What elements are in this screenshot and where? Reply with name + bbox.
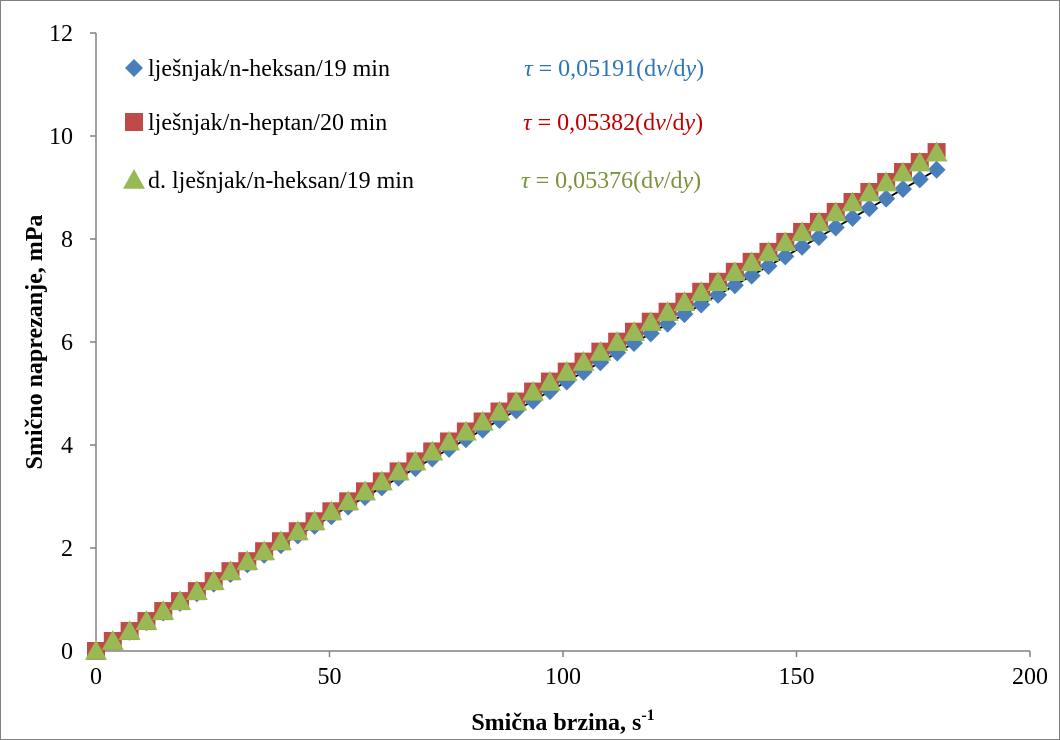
y-tick-label: 8 <box>61 227 73 253</box>
data-point <box>152 600 175 620</box>
data-point <box>404 450 427 471</box>
plot-area: 0 50 100 150 200 0 2 4 6 8 10 12 <box>49 21 1048 690</box>
x-tick-label: 50 <box>318 664 342 690</box>
trendline-equation: τ = 0,05191(dv/dy) <box>524 56 704 82</box>
x-axis-title: Smična brzina, s-1 <box>471 707 654 736</box>
data-point <box>471 410 494 431</box>
data-point <box>253 540 276 561</box>
data-point <box>219 560 242 581</box>
data-point <box>858 181 881 202</box>
data-point <box>875 171 898 192</box>
data-point <box>925 141 948 162</box>
data-point <box>841 191 864 212</box>
data-point <box>776 247 795 266</box>
data-point <box>320 500 343 521</box>
data-point <box>438 430 461 451</box>
data-point <box>807 211 830 232</box>
data-point <box>118 620 141 640</box>
data-point <box>908 151 931 172</box>
data-point <box>169 590 192 610</box>
legend-marker <box>125 113 143 131</box>
data-point <box>85 640 107 660</box>
data-point <box>893 180 912 199</box>
data-point <box>742 266 761 285</box>
data-point <box>572 350 595 371</box>
data-point <box>454 420 477 441</box>
data-point <box>793 237 812 256</box>
data-point <box>387 460 410 481</box>
data-point <box>860 199 879 218</box>
data-point <box>673 291 696 311</box>
data-point <box>639 311 662 331</box>
y-tick-label: 10 <box>49 124 73 150</box>
data-point <box>690 281 713 301</box>
data-point <box>826 218 845 237</box>
axis-ticks: 0 50 100 150 200 0 2 4 6 8 10 12 <box>49 21 1048 690</box>
y-axis-title: Smično naprezanje, mPa <box>22 215 48 470</box>
y-tick-label: 12 <box>49 21 73 47</box>
data-point <box>522 380 545 401</box>
legend-marker <box>123 169 145 189</box>
data-point <box>791 221 814 242</box>
data-point <box>759 257 778 276</box>
data-point <box>353 480 376 501</box>
trendline-equation: τ = 0,05376(dv/dy) <box>521 168 701 194</box>
data-point <box>185 580 208 600</box>
data-point <box>589 340 612 361</box>
data-point <box>757 241 780 262</box>
x-tick-label: 0 <box>90 664 102 690</box>
legend-marker <box>125 59 143 77</box>
data-point <box>809 228 828 247</box>
x-tick-label: 150 <box>779 664 815 690</box>
y-tick-label: 0 <box>61 639 73 665</box>
data-point <box>843 208 862 227</box>
data-point <box>910 170 929 189</box>
data-point <box>606 331 629 351</box>
data-point <box>370 470 393 491</box>
data-point <box>421 440 444 461</box>
data-point <box>707 271 730 292</box>
data-point <box>927 160 946 179</box>
series-markers <box>85 141 948 660</box>
data-point <box>656 301 679 321</box>
legend-label: d. lješnjak/n-heksan/19 min <box>148 168 414 194</box>
data-point <box>538 370 561 391</box>
data-point <box>774 231 797 252</box>
x-tick-label: 100 <box>545 664 581 690</box>
data-point <box>622 321 645 341</box>
data-point <box>555 360 578 381</box>
trendline-equation: τ = 0,05382(dv/dy) <box>523 110 703 136</box>
y-tick-label: 4 <box>61 433 73 459</box>
data-point <box>877 189 896 208</box>
data-point <box>135 610 158 630</box>
y-tick-label: 6 <box>61 330 73 356</box>
x-tick-label: 200 <box>1012 664 1048 690</box>
y-tick-label: 2 <box>61 536 73 562</box>
data-point <box>723 261 746 282</box>
data-point <box>505 390 528 411</box>
data-point <box>236 550 259 571</box>
data-point <box>740 251 763 272</box>
legend: lješnjak/n-heksan/19 min τ = 0,05191(dv/d… <box>123 56 704 194</box>
legend-label: lješnjak/n-heptan/20 min <box>148 110 387 136</box>
data-point <box>269 530 292 551</box>
data-point <box>101 630 124 650</box>
legend-label: lješnjak/n-heksan/19 min <box>148 56 390 82</box>
data-point <box>824 201 847 222</box>
data-point <box>202 570 225 591</box>
data-point <box>488 400 511 421</box>
data-markers <box>85 141 948 660</box>
data-point <box>286 520 309 541</box>
data-point <box>891 161 914 182</box>
data-point <box>337 490 360 511</box>
data-point <box>303 510 326 531</box>
